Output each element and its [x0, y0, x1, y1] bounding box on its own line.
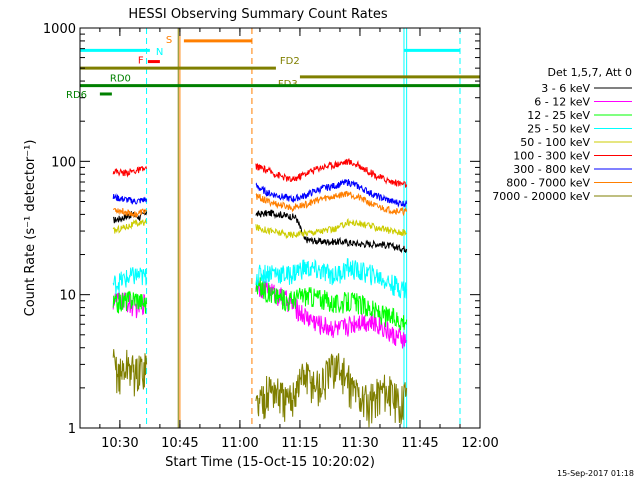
- legend-label: 50 - 100 keV: [520, 136, 590, 149]
- y-tick-label: 1: [68, 422, 76, 437]
- y-tick-label: 1000: [43, 22, 76, 37]
- y-axis: 1 10 100 1000: [43, 22, 480, 437]
- series-line: [255, 353, 408, 428]
- x-tick-label: 12:00: [461, 436, 498, 451]
- series-line: [255, 158, 408, 188]
- y-axis-label: Count Rate (s⁻¹ detector⁻¹): [23, 140, 38, 317]
- x-tick-label: 10:45: [161, 436, 198, 451]
- series-line: [112, 267, 148, 295]
- chart-title: HESSI Observing Summary Count Rates: [128, 7, 387, 22]
- x-tick-label: 11:15: [281, 436, 318, 451]
- legend-label: 100 - 300 keV: [513, 150, 590, 163]
- x-tick-label: 11:30: [341, 436, 378, 451]
- flag-label: FD2: [280, 56, 300, 67]
- legend-label: 3 - 6 keV: [541, 82, 590, 95]
- flag-label: N: [156, 47, 163, 58]
- x-tick-label: 10:30: [101, 436, 138, 451]
- series-line: [255, 178, 408, 208]
- flag-label: S: [166, 35, 172, 46]
- x-tick-label: 11:00: [221, 436, 258, 451]
- y-tick-label: 100: [51, 155, 76, 170]
- x-tick-label: 11:45: [401, 436, 438, 451]
- x-axis: 10:30 10:45 11:00 11:15 11:30 11:45 12:00: [99, 28, 499, 451]
- legend-title: Det 1,5,7, Att 0: [548, 66, 632, 79]
- legend-label: 7000 - 20000 keV: [492, 190, 590, 203]
- flag-label: RD6: [66, 90, 87, 101]
- flag-label: RD0: [110, 74, 131, 85]
- series-line: [112, 218, 147, 234]
- plot-area: SNFFD2FD3RD0RD6: [66, 28, 480, 428]
- series-line: [112, 349, 148, 397]
- flag-label: F: [138, 56, 144, 67]
- series-line: [112, 165, 148, 178]
- series-line: [113, 207, 148, 218]
- series-line: [112, 193, 148, 205]
- series-line: [112, 290, 148, 314]
- legend-label: 12 - 25 keV: [527, 109, 590, 122]
- footer-timestamp: 15-Sep-2017 01:18: [557, 469, 634, 478]
- y-tick-label: 10: [59, 289, 76, 304]
- series-line: [255, 209, 408, 254]
- legend-label: 800 - 7000 keV: [506, 177, 590, 190]
- x-axis-label: Start Time (15-Oct-15 10:20:02): [165, 455, 375, 470]
- series-line: [255, 276, 408, 331]
- legend-label: 6 - 12 keV: [534, 96, 590, 109]
- series-line: [255, 190, 408, 217]
- legend-label: 25 - 50 keV: [527, 123, 590, 136]
- series-line: [255, 217, 407, 240]
- legend-label: 300 - 800 keV: [513, 163, 590, 176]
- series-line: [255, 258, 408, 299]
